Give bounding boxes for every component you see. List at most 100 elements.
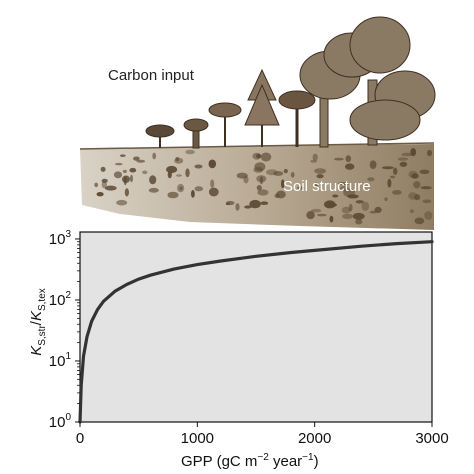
- soil-aggregate: [260, 201, 269, 205]
- soil-aggregate: [355, 219, 363, 225]
- soil-aggregate: [414, 217, 425, 225]
- soil-aggregate: [148, 187, 159, 193]
- soil-aggregate: [414, 194, 421, 201]
- soil-aggregate: [401, 152, 413, 157]
- soil-aggregate: [274, 193, 280, 198]
- soil-aggregate: [115, 162, 123, 166]
- soil-aggregate: [101, 181, 108, 189]
- soil-aggregate: [399, 161, 408, 167]
- soil-aggregate: [420, 186, 432, 190]
- x-axis-label: GPP (gC m−2 year−1): [181, 452, 319, 470]
- soil-aggregate: [194, 164, 203, 169]
- series-line: [78, 240, 434, 424]
- soil-aggregate: [306, 211, 315, 220]
- soil-aggregate: [116, 199, 128, 206]
- soil-aggregate: [136, 159, 146, 163]
- soil-aggregate: [384, 197, 388, 201]
- x-tick-label: 1000: [181, 430, 214, 447]
- soil-aggregate: [166, 165, 178, 174]
- soil-aggregate: [341, 206, 351, 214]
- soil-aggregate: [283, 168, 288, 174]
- soil-aggregate: [236, 172, 248, 179]
- soil-aggregate: [225, 200, 235, 206]
- soil-aggregate: [392, 190, 402, 195]
- conifer-tree: [244, 68, 280, 147]
- soil-aggregate: [133, 156, 140, 161]
- soil-aggregate: [348, 203, 353, 212]
- soil-aggregate: [149, 175, 157, 185]
- soil-aggregate: [381, 166, 394, 170]
- soil-aggregate: [410, 209, 414, 214]
- soil-aggregate: [345, 163, 355, 170]
- soil-aggregate: [337, 182, 349, 186]
- soil-aggregate: [311, 208, 322, 213]
- soil-aggregate: [273, 171, 284, 176]
- ecosystem-soil-illustration: [79, 16, 436, 230]
- soil-aggregate: [253, 166, 264, 173]
- soil-aggregate: [174, 157, 184, 164]
- soil-aggregate: [367, 177, 375, 182]
- ground-line: [79, 142, 435, 150]
- soil-aggregate: [152, 152, 157, 160]
- rainforest-tree: [299, 16, 436, 148]
- soil-aggregate: [334, 157, 344, 161]
- soil-aggregate: [185, 149, 195, 155]
- carbon-input-label: Carbon input: [108, 67, 194, 84]
- soil-aggregate: [259, 176, 264, 185]
- soil-aggregate: [235, 203, 240, 211]
- soil-aggregate: [374, 206, 382, 213]
- soil-aggregate: [176, 174, 182, 177]
- soil-aggregate: [179, 186, 183, 191]
- soil-aggregate: [316, 174, 324, 179]
- soil-aggregate: [422, 199, 432, 204]
- soil-aggregate: [130, 174, 133, 183]
- soil-aggregate: [314, 182, 318, 189]
- soil-aggregate: [387, 178, 392, 188]
- soil-aggregate: [104, 185, 117, 191]
- soil-aggregate: [124, 188, 129, 197]
- x-tick-label: 2000: [298, 430, 331, 447]
- soil-aggregate: [129, 167, 137, 173]
- soil-aggregate: [347, 194, 359, 199]
- palm-tree: [278, 90, 316, 147]
- y-tick-label: 102: [49, 290, 72, 309]
- soil-aggregate: [290, 172, 295, 178]
- savanna-tree: [183, 118, 209, 149]
- soil-aggregate: [329, 215, 334, 223]
- soil-structure-label: Soil structure: [283, 178, 371, 195]
- soil-aggregate: [281, 179, 285, 189]
- x-tick-label: 3000: [415, 430, 448, 447]
- plot-background: [79, 231, 433, 423]
- soil-aggregate: [256, 185, 262, 191]
- soil-aggregate: [113, 171, 123, 179]
- soil-aggregate: [252, 152, 262, 160]
- soil-aggregate: [249, 199, 261, 209]
- y-tick-label: 101: [49, 351, 72, 370]
- soil-aggregate: [266, 169, 278, 176]
- soil-aggregate: [393, 167, 398, 175]
- soil-aggregate: [210, 179, 215, 188]
- soil-aggregate: [244, 205, 252, 209]
- soil-aggregate: [397, 157, 408, 161]
- x-axis-ticks: 0 1000 2000 3000: [76, 422, 449, 447]
- soil-aggregate: [312, 153, 318, 161]
- soil-aggregate: [314, 168, 326, 174]
- soil-aggregate: [208, 187, 219, 197]
- soil-aggregate: [194, 186, 204, 192]
- acacia-tree: [208, 102, 242, 147]
- chart: 0 1000 2000 3000 100 101 102 103: [49, 229, 449, 447]
- soil-aggregate: [352, 212, 365, 220]
- soil-aggregates: [94, 148, 433, 225]
- soil-aggregate: [427, 149, 432, 157]
- y-axis-ticks: 100 101 102 103: [49, 229, 80, 431]
- soil-aggregate: [119, 154, 126, 157]
- soil-aggregate: [408, 192, 418, 200]
- y-tick-label: 100: [49, 412, 72, 431]
- soil-aggregate: [369, 160, 377, 169]
- soil-aggregate: [185, 168, 190, 178]
- soil-aggregate: [424, 211, 433, 220]
- soil-aggregate: [419, 169, 430, 174]
- soil-aggregate: [327, 203, 337, 207]
- soil-aggregate: [208, 159, 217, 169]
